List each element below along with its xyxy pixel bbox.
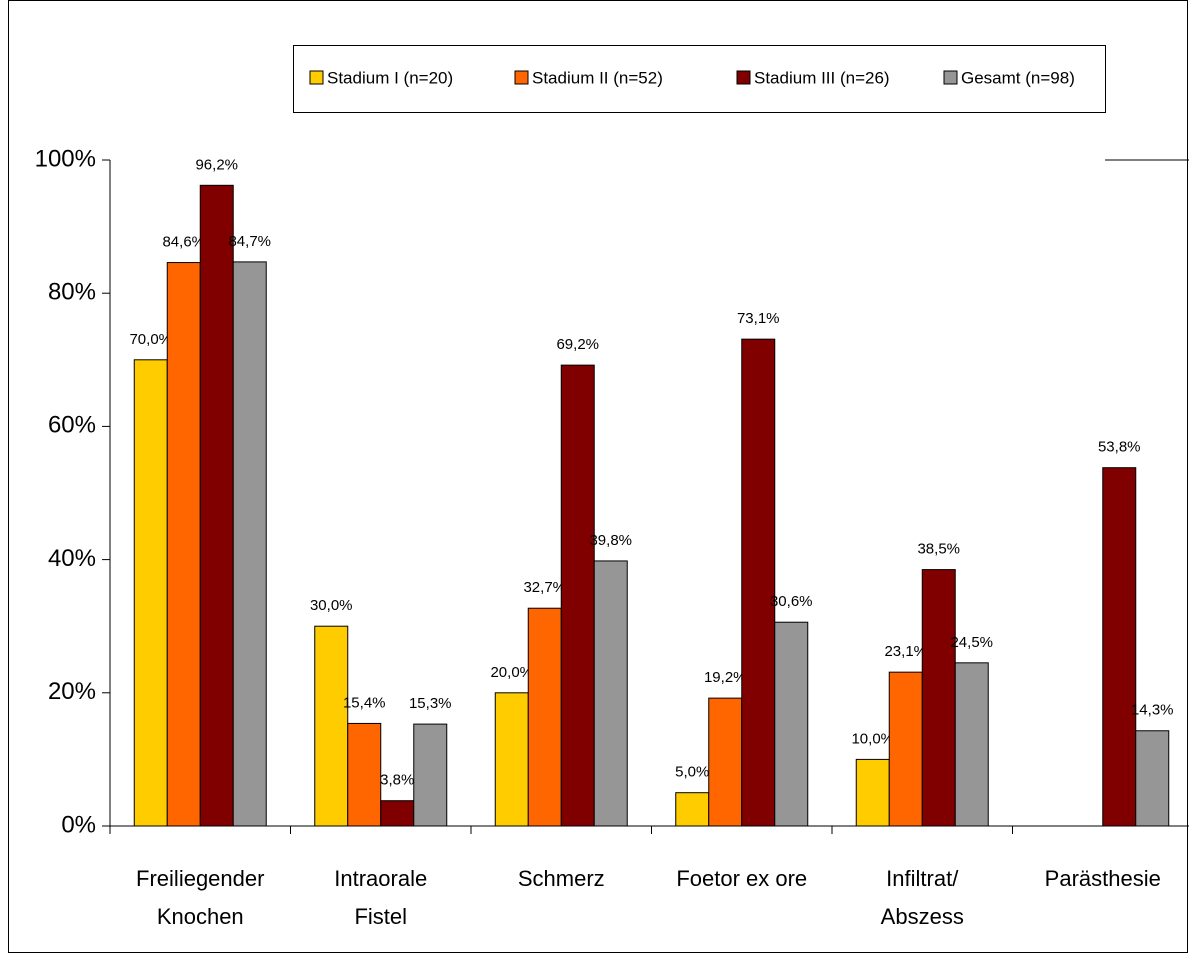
value-label: 84,7%	[228, 233, 271, 250]
bar	[494, 692, 529, 827]
value-label: 14,3%	[1131, 702, 1174, 719]
bar	[133, 359, 168, 827]
bar	[347, 722, 382, 827]
chart-border	[8, 0, 1188, 953]
x-tick-label: Schmerz	[518, 866, 605, 891]
value-label: 5,0%	[675, 764, 709, 781]
value-label: 19,2%	[704, 669, 747, 686]
value-label: 3,8%	[380, 772, 414, 789]
value-label: 96,2%	[195, 156, 238, 173]
y-tick-label: 40%	[48, 545, 96, 572]
value-label: 73,1%	[737, 310, 780, 327]
x-tick-label: Abszess	[881, 904, 964, 929]
bar	[380, 800, 415, 827]
bar	[708, 697, 743, 827]
value-label: 30,0%	[310, 597, 353, 614]
value-label: 10,0%	[851, 730, 894, 747]
bar	[921, 569, 956, 827]
y-tick-label: 80%	[48, 279, 96, 306]
bar	[954, 662, 989, 827]
x-tick-label: Fistel	[354, 904, 407, 929]
bar	[888, 671, 923, 827]
bar	[855, 758, 890, 827]
x-tick-label: Infiltrat/	[886, 866, 959, 891]
value-label: 84,6%	[162, 234, 205, 251]
bar	[413, 723, 448, 827]
legend-box	[293, 45, 1106, 113]
legend-label: Gesamt (n=98)	[961, 68, 1075, 87]
value-label: 30,6%	[770, 593, 813, 610]
y-tick-label: 100%	[35, 145, 96, 172]
x-tick-label: Freiliegender	[136, 866, 264, 891]
value-label: 38,5%	[917, 541, 960, 558]
value-label: 24,5%	[950, 634, 993, 651]
value-label: 23,1%	[884, 643, 927, 660]
x-tick-label: Foetor ex ore	[676, 866, 807, 891]
bar	[314, 625, 349, 827]
legend-label: Stadium III (n=26)	[754, 68, 890, 87]
bar	[560, 364, 595, 827]
value-label: 15,3%	[409, 695, 452, 712]
legend-label: Stadium I (n=20)	[327, 68, 453, 87]
x-tick-label: Intraorale	[334, 866, 427, 891]
x-tick-label: Knochen	[157, 904, 244, 929]
value-label: 70,0%	[129, 331, 172, 348]
y-tick-label: 60%	[48, 412, 96, 439]
legend-swatch	[943, 70, 958, 85]
x-tick-label: Parästhesie	[1045, 866, 1161, 891]
legend-swatch	[736, 70, 751, 85]
bar	[593, 560, 628, 827]
legend-swatch	[309, 70, 324, 85]
legend-swatch	[514, 70, 529, 85]
value-label: 53,8%	[1098, 439, 1141, 456]
bar	[1135, 730, 1170, 827]
bar	[1102, 467, 1137, 827]
bar	[199, 184, 234, 827]
value-label: 15,4%	[343, 694, 386, 711]
bar	[774, 621, 809, 827]
bar	[232, 261, 267, 827]
y-tick-label: 0%	[61, 811, 96, 838]
value-label: 32,7%	[523, 579, 566, 596]
bar	[527, 607, 562, 827]
bar	[166, 262, 201, 827]
y-tick-label: 20%	[48, 678, 96, 705]
value-label: 69,2%	[556, 336, 599, 353]
bar	[675, 792, 710, 827]
value-label: 39,8%	[589, 532, 632, 549]
value-label: 20,0%	[490, 664, 533, 681]
legend-label: Stadium II (n=52)	[532, 68, 663, 87]
bar	[741, 338, 776, 827]
